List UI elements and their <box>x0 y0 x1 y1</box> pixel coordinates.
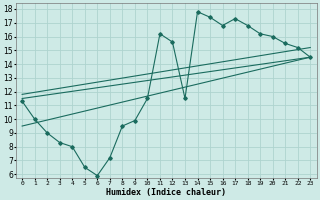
X-axis label: Humidex (Indice chaleur): Humidex (Indice chaleur) <box>106 188 226 197</box>
